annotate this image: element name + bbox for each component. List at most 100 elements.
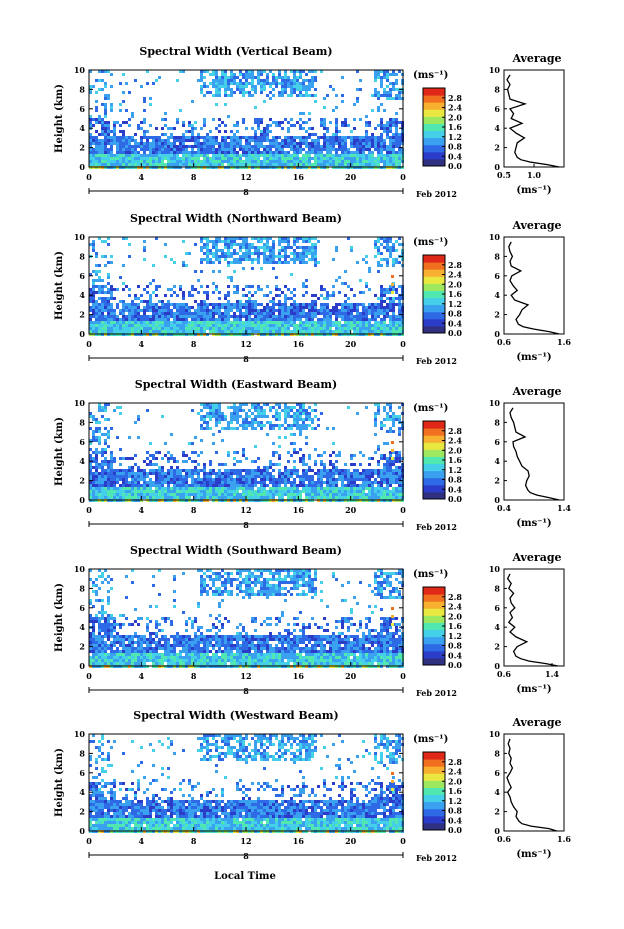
panel-2-cell [302,282,305,285]
panel-2-cell [182,315,185,318]
panel-1-cell [227,88,230,91]
panel-3-cell [95,463,98,466]
panel-3-cell [260,415,263,418]
panel-2-cell [143,288,146,291]
panel-1-cell [350,136,353,139]
panel-3-cell [335,466,338,469]
panel-2-cell [377,312,380,315]
panel-2-profile-x-tick-label: 1.6 [557,337,571,347]
panel-2-cell [296,252,299,255]
panel-2-cell [95,300,98,303]
panel-3-cell [140,472,143,475]
panel-3-cell [257,406,260,409]
panel-1-cell [377,106,380,109]
panel-2-cell [398,312,401,315]
panel-2-cell [218,303,221,306]
panel-2-cell [236,315,239,318]
panel-1-cell [317,139,320,142]
panel-2-cell [314,237,317,240]
panel-2-cell [119,300,122,303]
panel-2-cell [299,255,302,258]
panel-3-cell [215,475,218,478]
panel-1-cell [272,136,275,139]
panel-2-cell [101,309,104,312]
panel-1-cell [98,133,101,136]
panel-2-cell [137,285,140,288]
panel-3-cell [260,472,263,475]
panel-1-cell [353,157,356,160]
panel-1-cell [143,157,146,160]
panel-1-cell [380,127,383,130]
panel-2-cell [182,261,185,264]
panel-3-cell [212,472,215,475]
panel-1-cell [95,91,98,94]
panel-1-cell [293,73,296,76]
panel-3-cell [176,493,179,496]
panel-3-cell [305,496,308,499]
panel-1-cell [311,79,314,82]
panel-1-cell [311,157,314,160]
panel-3-cell [104,403,107,406]
panel-1-cell [365,115,368,118]
panel-3-cell [347,469,350,472]
panel-1-cell [149,160,152,163]
panel-2-cell [89,288,92,291]
panel-3-cell [272,463,275,466]
panel-2-cell [386,309,389,312]
panel-1-cell [239,154,242,157]
panel-2-cell [296,318,299,321]
panel-1-cell [332,154,335,157]
panel-2-cell [179,327,182,330]
panel-1-cell [386,145,389,148]
panel-3-cell [332,451,335,454]
panel-2-cell [374,327,377,330]
panel-1-cell [215,82,218,85]
panel-3-cell [146,409,149,412]
panel-2-cell [377,297,380,300]
panel-1-cell [107,151,110,154]
panel-2-cell [311,300,314,303]
panel-3-cell [329,493,332,496]
panel-1-cell [104,115,107,118]
panel-1-cell [134,139,137,142]
panel-1-cell [311,139,314,142]
panel-3-cell [170,478,173,481]
panel-2-cell [209,315,212,318]
panel-3-cell [308,412,311,415]
panel-3-cell [287,451,290,454]
panel-1-cell [203,70,206,73]
panel-1-cell [227,163,230,166]
panel-2-cell [389,330,392,333]
panel-1-cell [356,154,359,157]
panel-1-cell [173,136,176,139]
panel-2-cell [152,312,155,315]
panel-1-colorbar-tick-label: 1.6 [448,122,462,132]
panel-1-cell [101,142,104,145]
panel-3-cell [227,496,230,499]
panel-1-cell [266,163,269,166]
panel-2-cell [107,312,110,315]
panel-2-cell [299,330,302,333]
panel-2-cell [212,252,215,255]
panel-1-cell [203,94,206,97]
panel-3-cell [293,406,296,409]
panel-1-cell [239,85,242,88]
panel-2-cell [314,252,317,255]
panel-2-cell [200,315,203,318]
panel-1-cell [389,94,392,97]
panel-2-cell [215,249,218,252]
panel-1-cell [359,160,362,163]
panel-3-cell [134,463,137,466]
panel-1-cell [365,145,368,148]
panel-1-cell [224,157,227,160]
panel-2-cell [353,324,356,327]
panel-1-cell [167,160,170,163]
panel-2-cell [260,240,263,243]
panel-1-cell [101,79,104,82]
panel-2-cell [296,306,299,309]
panel-3-cell [323,481,326,484]
panel-2-cell [320,285,323,288]
panel-3-cell [290,406,293,409]
panel-2-cell [299,252,302,255]
panel-1-cell [392,73,395,76]
